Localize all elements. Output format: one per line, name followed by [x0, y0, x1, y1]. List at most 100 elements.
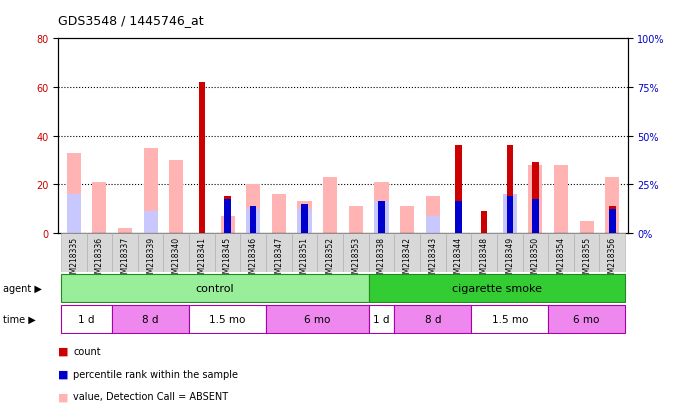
Text: GSM218338: GSM218338 [377, 237, 386, 282]
Text: GSM218343: GSM218343 [428, 237, 437, 282]
Bar [118, 228, 132, 233]
Bar [580, 221, 593, 233]
Bar [471, 233, 497, 273]
Text: 1 d: 1 d [78, 314, 95, 324]
Text: cigarette smoke: cigarette smoke [452, 283, 542, 293]
Bar [481, 211, 487, 233]
Text: GSM218351: GSM218351 [300, 237, 309, 282]
Bar [368, 274, 625, 302]
Text: 8 d: 8 d [143, 314, 159, 324]
Bar [250, 206, 257, 233]
Bar [266, 233, 292, 273]
Bar [523, 233, 548, 273]
Bar [189, 305, 266, 333]
Text: ■: ■ [58, 392, 69, 401]
Text: GSM218349: GSM218349 [505, 237, 514, 282]
Text: agent ▶: agent ▶ [3, 283, 43, 293]
Bar [503, 195, 517, 233]
Text: GSM218344: GSM218344 [454, 237, 463, 282]
Bar [61, 274, 368, 302]
Bar [394, 305, 471, 333]
Text: ■: ■ [58, 346, 69, 356]
Bar [169, 161, 183, 233]
Bar [343, 233, 368, 273]
Bar [528, 165, 543, 233]
Bar [215, 233, 240, 273]
Bar [506, 197, 513, 233]
Bar [348, 206, 363, 233]
Bar [426, 197, 440, 233]
Bar [554, 165, 568, 233]
Bar [375, 202, 388, 233]
Bar [368, 305, 394, 333]
Text: GSM218356: GSM218356 [608, 237, 617, 282]
Bar [420, 233, 446, 273]
Bar [301, 204, 308, 233]
Text: 6 mo: 6 mo [304, 314, 331, 324]
Bar [93, 183, 106, 233]
Bar [323, 178, 338, 233]
Text: GDS3548 / 1445746_at: GDS3548 / 1445746_at [58, 14, 204, 27]
Text: 8 d: 8 d [425, 314, 441, 324]
Bar [220, 216, 235, 233]
Text: GSM218353: GSM218353 [351, 237, 360, 282]
Text: 6 mo: 6 mo [573, 314, 600, 324]
Bar [497, 233, 523, 273]
Bar [86, 233, 113, 273]
Bar [548, 233, 573, 273]
Bar [426, 216, 440, 233]
Text: GSM218352: GSM218352 [326, 237, 335, 282]
Bar [113, 305, 189, 333]
Bar [61, 305, 113, 333]
Text: GSM218340: GSM218340 [172, 237, 181, 282]
Bar [573, 233, 600, 273]
Bar [506, 146, 513, 233]
Bar [246, 185, 260, 233]
Text: GSM218355: GSM218355 [582, 237, 591, 282]
Bar [163, 233, 189, 273]
Bar [318, 233, 343, 273]
Bar [224, 199, 230, 233]
Text: time ▶: time ▶ [3, 314, 36, 324]
Text: GSM218346: GSM218346 [249, 237, 258, 282]
Bar [113, 233, 138, 273]
Bar [266, 305, 368, 333]
Bar [446, 233, 471, 273]
Text: percentile rank within the sample: percentile rank within the sample [73, 369, 239, 379]
Bar [532, 199, 539, 233]
Bar [272, 195, 286, 233]
Text: GSM218335: GSM218335 [69, 237, 78, 282]
Bar [250, 209, 257, 233]
Text: ■: ■ [58, 369, 69, 379]
Bar [609, 209, 615, 233]
Bar [375, 183, 388, 233]
Bar [368, 233, 394, 273]
Text: GSM218342: GSM218342 [403, 237, 412, 282]
Bar [143, 211, 158, 233]
Text: GSM218341: GSM218341 [198, 237, 206, 282]
Bar [61, 233, 86, 273]
Bar [67, 153, 81, 233]
Bar [548, 305, 625, 333]
Bar [605, 178, 619, 233]
Bar [67, 195, 81, 233]
Bar [246, 209, 260, 233]
Text: GSM218345: GSM218345 [223, 237, 232, 282]
Bar [378, 202, 385, 233]
Bar [292, 233, 318, 273]
Bar [471, 305, 548, 333]
Bar [189, 233, 215, 273]
Bar [298, 209, 311, 233]
Bar [456, 202, 462, 233]
Text: 1.5 mo: 1.5 mo [209, 314, 246, 324]
Text: count: count [73, 346, 101, 356]
Text: GSM218347: GSM218347 [274, 237, 283, 282]
Bar [609, 206, 615, 233]
Bar [224, 197, 230, 233]
Bar [532, 163, 539, 233]
Bar [138, 233, 163, 273]
Text: 1 d: 1 d [373, 314, 390, 324]
Bar [456, 146, 462, 233]
Bar [600, 233, 625, 273]
Text: GSM218339: GSM218339 [146, 237, 155, 282]
